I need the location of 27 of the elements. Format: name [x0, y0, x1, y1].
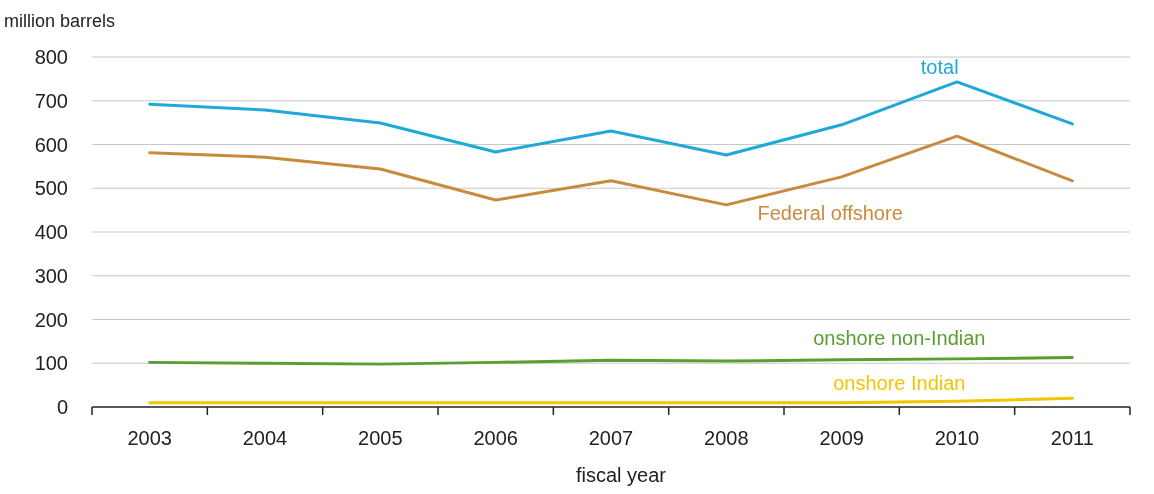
y-tick-label: 0: [56, 396, 68, 418]
x-tick-label: 2003: [127, 427, 172, 449]
y-tick-label: 700: [34, 89, 68, 112]
y-axis-title: million barrels: [4, 11, 116, 31]
y-tick-label: 500: [34, 177, 68, 200]
x-tick-label: 2004: [242, 427, 288, 449]
series-label: onshore non-Indian: [813, 327, 986, 350]
y-tick-label: 400: [34, 221, 68, 243]
series-label: Federal offshore: [757, 201, 903, 224]
y-tick-label: 800: [34, 46, 68, 68]
x-tick-label: 2008: [704, 427, 749, 449]
series-label: total: [920, 56, 959, 79]
x-axis-title: fiscal year: [575, 464, 667, 486]
line-series: [148, 134, 1074, 207]
y-tick-label: 600: [34, 133, 68, 156]
series-label: onshore Indian: [833, 371, 966, 394]
y-tick-label: 300: [34, 264, 68, 287]
x-tick-label: 2011: [1050, 427, 1094, 449]
y-tick-label: 100: [34, 352, 68, 375]
x-tick-label: 2009: [819, 427, 864, 449]
x-tick-label: 2005: [358, 427, 403, 449]
y-tick-label: 200: [34, 308, 68, 331]
x-tick-label: 2010: [934, 427, 980, 449]
line-series: [148, 356, 1074, 366]
x-tick-label: 2007: [588, 427, 634, 449]
x-tick-label: 2006: [473, 427, 518, 449]
line-series: [148, 80, 1074, 157]
